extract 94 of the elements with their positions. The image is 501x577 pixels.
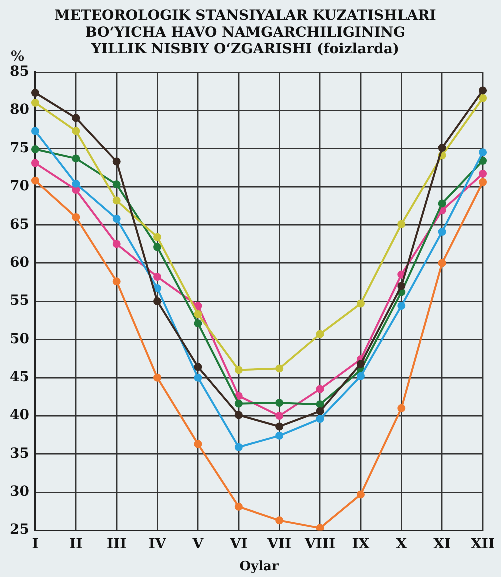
y-tick-label: 80 — [10, 102, 30, 118]
point — [72, 213, 80, 222]
point — [316, 400, 324, 409]
x-tick-label: XI — [434, 536, 452, 553]
point — [112, 215, 121, 224]
point — [438, 228, 446, 236]
point — [72, 114, 80, 122]
point — [356, 372, 365, 380]
point — [438, 259, 446, 268]
y-tick-label: 60 — [10, 254, 30, 271]
y-tick-label: 45 — [10, 370, 30, 386]
point — [194, 440, 202, 448]
point — [31, 89, 40, 98]
x-tick-label: IX — [352, 536, 370, 553]
x-tick-label: II — [70, 536, 83, 553]
x-tick-label: XII — [471, 536, 496, 553]
y-tick-label: 50 — [10, 331, 30, 348]
point — [234, 443, 243, 452]
x-tick-label: VIII — [304, 536, 336, 553]
point — [112, 196, 121, 205]
point — [112, 240, 121, 248]
point — [194, 310, 202, 318]
point — [316, 524, 324, 531]
point — [31, 176, 40, 185]
point — [154, 284, 162, 293]
point — [398, 302, 406, 310]
point — [234, 502, 243, 511]
point — [398, 404, 406, 412]
y-tick-label: 30 — [10, 484, 30, 500]
point — [479, 148, 488, 157]
point — [112, 158, 121, 166]
point — [276, 422, 284, 431]
point — [276, 364, 284, 373]
point — [31, 146, 40, 154]
point — [479, 86, 488, 95]
point — [31, 159, 40, 168]
point — [276, 399, 284, 408]
point — [479, 178, 488, 186]
y-tick-label: 65 — [10, 216, 30, 233]
point — [234, 411, 243, 420]
y-tick-label: 75 — [10, 140, 30, 156]
point — [72, 180, 80, 188]
y-tick-label: 55 — [10, 293, 30, 310]
point — [316, 415, 324, 424]
point — [276, 432, 284, 440]
point — [398, 220, 406, 228]
point — [316, 385, 324, 394]
point — [154, 233, 162, 242]
point — [31, 127, 40, 136]
point — [72, 154, 80, 163]
x-tick-label: VI — [229, 536, 248, 553]
x-tick-label: V — [192, 536, 205, 553]
point — [356, 360, 365, 368]
x-tick-label: IV — [148, 536, 168, 553]
point — [234, 400, 243, 408]
point — [194, 374, 202, 382]
point — [316, 330, 324, 338]
point — [154, 243, 162, 252]
point — [194, 320, 202, 328]
point — [194, 302, 202, 310]
point — [479, 170, 488, 178]
y-tick-label: 85 — [10, 64, 30, 80]
chart-title: METEOROLOGIK STANSIYALAR KUZATISHLARI BOʻYICHA HAVO NAMGARCHILIGINING YILLIK NISBIY OʻZGARISHI (foizlarda) — [54, 8, 436, 58]
y-tick-label: 40 — [10, 408, 30, 424]
point — [234, 392, 243, 400]
point — [438, 144, 446, 152]
point — [154, 374, 162, 382]
point — [154, 273, 162, 282]
x-axis-title: Oylar — [240, 560, 279, 575]
point — [356, 300, 365, 308]
x-tick-label: I — [32, 536, 39, 553]
point — [194, 363, 202, 372]
y-tick-label: 70 — [10, 178, 30, 195]
point — [479, 94, 488, 102]
point — [438, 200, 446, 208]
point — [479, 156, 488, 165]
point — [154, 298, 162, 306]
point — [316, 407, 324, 416]
point — [112, 278, 121, 286]
point — [112, 180, 121, 189]
point — [398, 282, 406, 290]
point — [276, 516, 284, 525]
point — [72, 186, 80, 194]
x-tick-label: III — [107, 536, 127, 553]
x-tick-label: VII — [266, 536, 292, 553]
x-tick-label: X — [396, 536, 408, 553]
point — [72, 127, 80, 136]
point — [31, 98, 40, 107]
y-tick-label: 25 — [10, 522, 30, 538]
point — [276, 412, 284, 420]
y-tick-label: 35 — [10, 446, 30, 462]
y-axis-title: % — [11, 49, 24, 66]
point — [356, 490, 365, 499]
point — [234, 366, 243, 374]
